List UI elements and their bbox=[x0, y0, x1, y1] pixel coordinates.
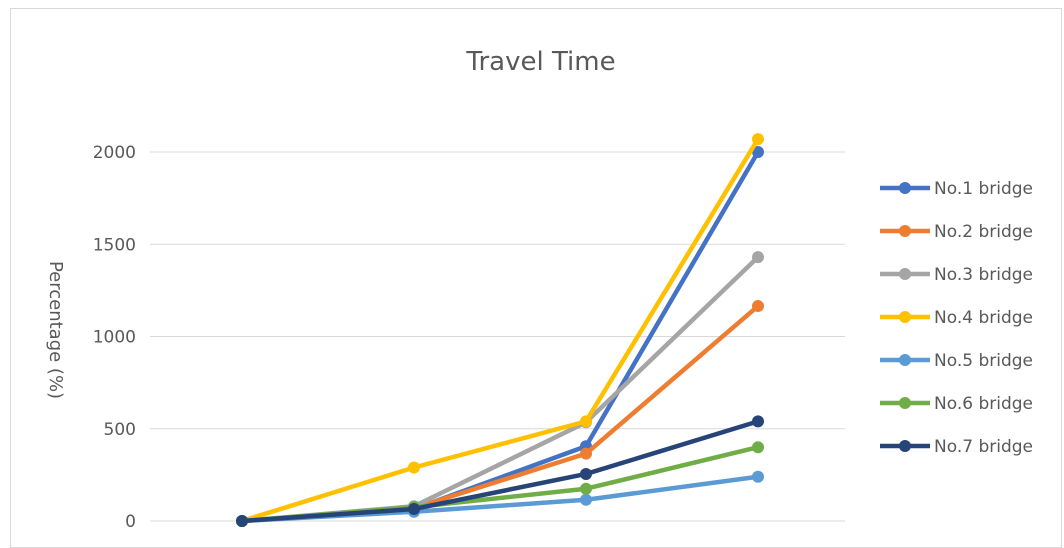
legend-marker bbox=[899, 268, 911, 280]
legend-label: No.3 bridge bbox=[934, 265, 1033, 285]
data-point bbox=[408, 503, 420, 516]
legend-entry-6: No.6 bridge bbox=[880, 394, 1033, 414]
legend-marker bbox=[899, 311, 911, 323]
data-point bbox=[408, 461, 420, 474]
y-tick-labels: 0 500 1000 1500 2000 bbox=[93, 143, 136, 532]
legend-label: No.7 bridge bbox=[934, 437, 1033, 457]
legend-label: No.2 bridge bbox=[934, 222, 1033, 242]
y-axis-label: Percentage (%) bbox=[45, 261, 66, 399]
legend-label: No.5 bridge bbox=[934, 351, 1033, 371]
legend-marker bbox=[899, 225, 911, 237]
chart-title: Travel Time bbox=[465, 47, 615, 77]
data-point bbox=[752, 133, 764, 146]
legend: No.1 bridge No.2 bridge No.3 bridge No.4 br… bbox=[880, 179, 1033, 457]
chart-frame bbox=[10, 8, 1062, 548]
y-tick-label: 1500 bbox=[93, 235, 136, 255]
data-point bbox=[580, 447, 592, 460]
data-point bbox=[752, 441, 764, 454]
data-point bbox=[580, 493, 592, 506]
legend-entry-4: No.4 bridge bbox=[880, 308, 1033, 328]
series-line bbox=[239, 444, 761, 524]
legend-marker bbox=[899, 182, 911, 194]
series-7 bbox=[236, 415, 764, 527]
data-point bbox=[580, 415, 592, 428]
y-tick-label: 2000 bbox=[93, 143, 136, 163]
y-tick-label: 0 bbox=[125, 512, 136, 532]
legend-entry-5: No.5 bridge bbox=[880, 351, 1033, 371]
data-point bbox=[580, 467, 592, 480]
legend-entry-2: No.2 bridge bbox=[880, 222, 1033, 242]
y-tick-label: 500 bbox=[104, 420, 136, 440]
legend-label: No.1 bridge bbox=[934, 179, 1033, 199]
data-point bbox=[236, 515, 248, 527]
legend-label: No.4 bridge bbox=[934, 308, 1033, 328]
data-point bbox=[752, 251, 764, 264]
series-line bbox=[239, 419, 761, 524]
y-tick-label: 1000 bbox=[93, 328, 136, 348]
legend-entry-1: No.1 bridge bbox=[880, 179, 1033, 199]
data-point bbox=[752, 470, 764, 483]
legend-marker bbox=[899, 354, 911, 366]
legend-label: No.6 bridge bbox=[934, 394, 1033, 414]
data-point bbox=[752, 146, 764, 158]
data-point bbox=[580, 482, 592, 495]
legend-marker bbox=[899, 397, 911, 409]
legend-entry-7: No.7 bridge bbox=[880, 437, 1033, 457]
legend-marker bbox=[899, 440, 911, 452]
legend-entry-3: No.3 bridge bbox=[880, 265, 1033, 285]
data-point bbox=[752, 415, 764, 428]
data-point bbox=[752, 300, 764, 313]
series-line bbox=[239, 136, 761, 524]
series-lines bbox=[236, 133, 764, 527]
